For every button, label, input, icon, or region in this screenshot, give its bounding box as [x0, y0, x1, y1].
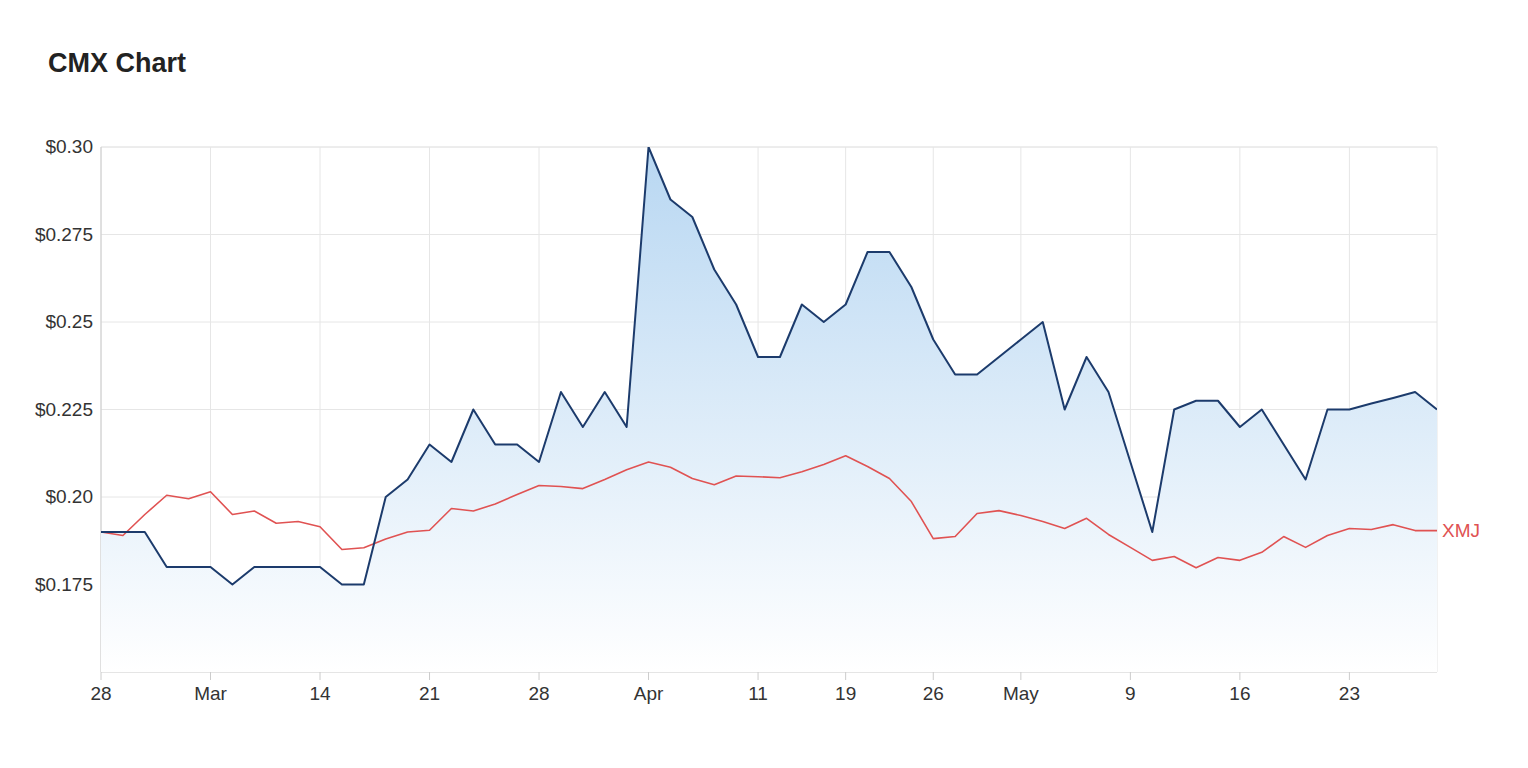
series-label: XMJ: [1442, 520, 1480, 541]
y-tick-label: $0.30: [45, 136, 93, 157]
x-tick-label: 28: [528, 683, 549, 704]
y-grid-line: [101, 322, 1437, 323]
page: {"chart_data": {"type": "line", "title":…: [0, 0, 1528, 768]
y-tick-label: $0.275: [35, 224, 93, 245]
y-tick-label: $0.20: [45, 486, 93, 507]
x-tick-label: 23: [1339, 683, 1360, 704]
series-line: [101, 456, 1437, 568]
x-tick-label: 11: [748, 683, 768, 704]
chart: CMX Chart$0.175$0.20$0.225$0.25$0.275$0.…: [0, 0, 1528, 768]
x-tick: [1239, 672, 1240, 680]
x-tick: [101, 672, 102, 680]
x-tick: [539, 672, 540, 680]
x-tick-label: 14: [309, 683, 331, 704]
y-tick-label: $0.25: [45, 311, 93, 332]
x-tick-label: Apr: [634, 683, 664, 704]
series-labels: XMJ: [1442, 520, 1480, 541]
lines: [101, 147, 1437, 585]
y-grid-line: [101, 147, 1437, 148]
plot-data: [101, 147, 1437, 672]
title: CMX Chart: [48, 48, 186, 78]
grid: [101, 147, 1437, 672]
x-tick: [933, 672, 934, 680]
y-grid-line: [101, 234, 1437, 235]
y-tick-label: $0.225: [35, 399, 93, 420]
x-tick-label: 9: [1125, 683, 1136, 704]
plot-frame-top: [101, 147, 1437, 148]
x-tick: [758, 672, 759, 680]
x-tick: [320, 672, 321, 680]
y-axis: $0.175 $0.20 $0.225 $0.25 $0.275 $0.30: [35, 136, 93, 595]
x-tick-label: Mar: [194, 683, 227, 704]
x-tick-label: 16: [1229, 683, 1250, 704]
x-tick: [429, 672, 430, 680]
areas: [101, 147, 1437, 672]
x-tick-label: 19: [835, 683, 856, 704]
x-tick: [210, 672, 211, 680]
series-line: [101, 147, 1437, 585]
series-area: [101, 147, 1437, 672]
y-tick-label: $0.175: [35, 574, 93, 595]
x-tick: [1130, 672, 1131, 680]
x-tick: [845, 672, 846, 680]
x-tick-label: 28: [90, 683, 111, 704]
x-axis: 28 Mar 14 21 28 Apr 11 19 26 May 9 16 23: [90, 672, 1360, 704]
x-tick-label: 21: [419, 683, 440, 704]
x-tick: [1349, 672, 1350, 680]
x-tick-label: May: [1003, 683, 1039, 704]
x-tick: [1020, 672, 1021, 680]
x-tick-label: 26: [923, 683, 944, 704]
x-tick: [648, 672, 649, 680]
